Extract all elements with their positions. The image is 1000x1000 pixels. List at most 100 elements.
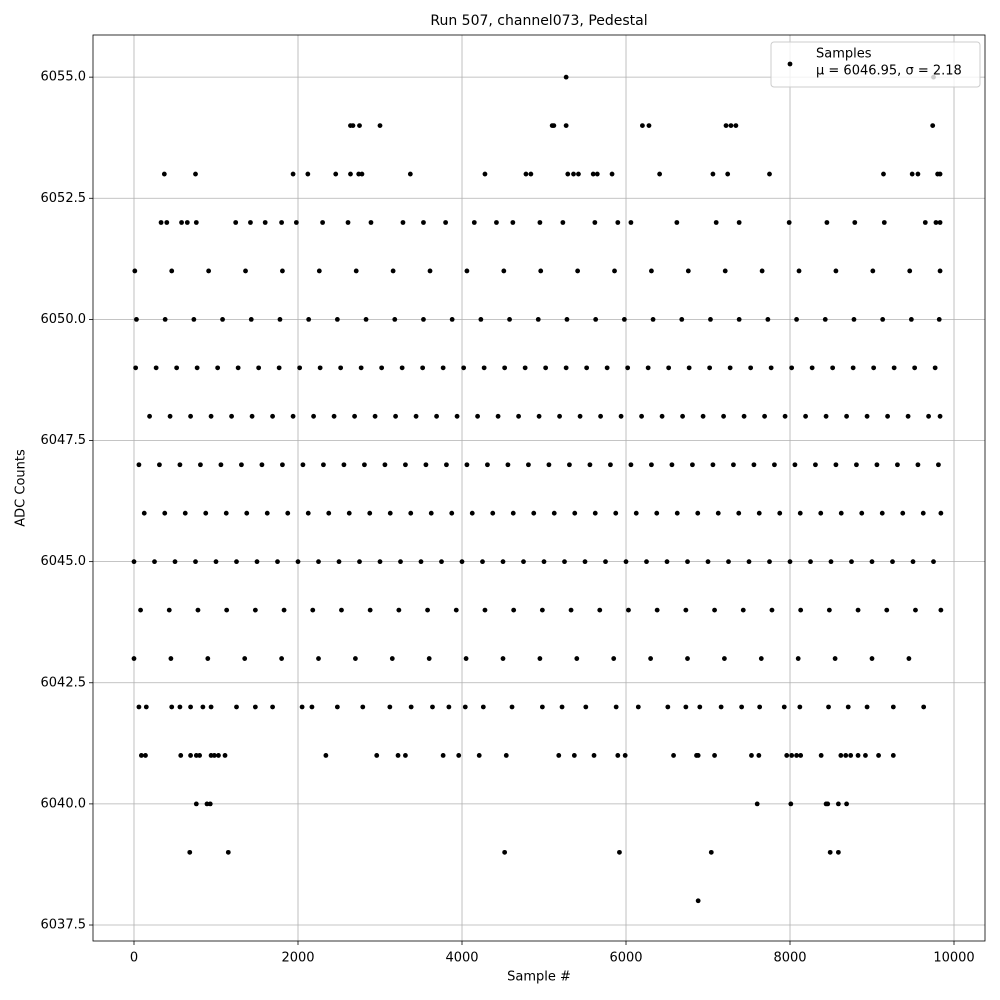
data-point bbox=[891, 365, 897, 371]
data-point bbox=[225, 849, 231, 855]
data-point bbox=[786, 220, 792, 225]
data-point bbox=[583, 704, 589, 710]
data-point bbox=[407, 171, 413, 177]
data-point bbox=[478, 316, 484, 322]
data-point bbox=[564, 316, 570, 322]
data-point bbox=[833, 268, 839, 274]
data-point bbox=[628, 220, 634, 225]
data-point bbox=[560, 220, 566, 225]
data-point bbox=[281, 607, 287, 613]
data-point bbox=[500, 656, 506, 661]
data-point bbox=[300, 462, 306, 468]
data-point bbox=[854, 462, 859, 468]
data-point bbox=[398, 559, 403, 565]
x-axis-label: Sample # bbox=[507, 970, 571, 985]
data-point bbox=[374, 753, 380, 758]
data-point bbox=[188, 704, 193, 710]
data-point bbox=[880, 316, 886, 322]
data-point bbox=[357, 559, 362, 565]
data-point bbox=[879, 510, 885, 516]
data-point bbox=[501, 268, 507, 274]
data-point bbox=[382, 462, 388, 468]
data-point bbox=[522, 365, 528, 371]
data-point bbox=[403, 753, 408, 758]
data-point bbox=[538, 268, 544, 274]
data-point bbox=[464, 462, 470, 468]
data-point bbox=[449, 510, 455, 516]
data-point bbox=[174, 365, 180, 371]
data-point bbox=[556, 753, 562, 758]
data-point bbox=[147, 413, 152, 419]
data-point bbox=[413, 413, 419, 419]
data-point bbox=[252, 607, 258, 613]
data-point bbox=[851, 316, 857, 322]
data-point bbox=[813, 462, 818, 468]
data-point bbox=[659, 413, 665, 419]
data-point bbox=[490, 510, 496, 516]
data-point bbox=[908, 316, 914, 322]
data-point bbox=[615, 220, 621, 225]
data-point bbox=[792, 462, 798, 468]
data-point bbox=[613, 510, 619, 516]
data-point bbox=[731, 462, 736, 468]
data-point bbox=[695, 510, 701, 516]
data-point bbox=[216, 753, 221, 758]
data-point bbox=[523, 171, 529, 177]
legend: Samples μ = 6046.95, σ = 2.18 bbox=[770, 41, 981, 88]
data-point bbox=[664, 559, 670, 565]
data-point bbox=[143, 704, 149, 710]
data-point bbox=[710, 462, 716, 468]
data-point bbox=[350, 123, 356, 128]
data-point bbox=[900, 510, 906, 516]
data-point bbox=[177, 704, 183, 710]
data-point bbox=[453, 607, 459, 613]
data-point bbox=[503, 753, 509, 758]
data-point bbox=[193, 220, 199, 225]
data-point bbox=[895, 462, 900, 468]
data-point bbox=[299, 704, 305, 710]
data-point bbox=[794, 316, 799, 322]
data-point bbox=[500, 559, 506, 565]
data-point bbox=[471, 220, 477, 225]
x-tick-label: 2000 bbox=[281, 951, 314, 966]
data-point bbox=[833, 462, 839, 468]
data-point bbox=[571, 753, 577, 758]
data-point bbox=[628, 462, 634, 468]
data-point bbox=[166, 607, 172, 613]
data-point bbox=[264, 510, 270, 516]
data-point bbox=[557, 413, 562, 419]
data-point bbox=[345, 220, 351, 225]
data-point bbox=[849, 559, 854, 565]
data-point bbox=[184, 220, 190, 225]
data-point bbox=[543, 365, 549, 371]
data-point bbox=[759, 268, 765, 274]
data-point bbox=[396, 607, 402, 613]
data-point bbox=[869, 559, 875, 565]
data-point bbox=[650, 316, 656, 322]
data-point bbox=[608, 462, 613, 468]
data-point bbox=[736, 316, 742, 322]
data-point bbox=[722, 268, 728, 274]
data-point bbox=[305, 171, 311, 177]
y-tick-label: 6047.5 bbox=[41, 433, 87, 448]
data-point bbox=[440, 365, 446, 371]
data-point bbox=[248, 220, 253, 225]
data-point bbox=[270, 704, 275, 710]
data-point bbox=[646, 123, 652, 128]
data-point bbox=[459, 559, 465, 565]
data-point bbox=[635, 704, 641, 710]
data-point bbox=[169, 704, 175, 710]
data-point bbox=[798, 753, 804, 758]
data-point bbox=[285, 510, 291, 516]
data-point bbox=[421, 316, 426, 322]
data-point bbox=[220, 316, 225, 322]
data-point bbox=[399, 365, 405, 371]
data-point bbox=[567, 462, 572, 468]
data-point bbox=[713, 220, 719, 225]
data-point bbox=[280, 268, 285, 274]
data-point bbox=[565, 171, 571, 177]
data-point bbox=[339, 607, 344, 613]
data-point bbox=[551, 510, 557, 516]
data-point bbox=[164, 220, 170, 225]
data-point bbox=[387, 704, 393, 710]
